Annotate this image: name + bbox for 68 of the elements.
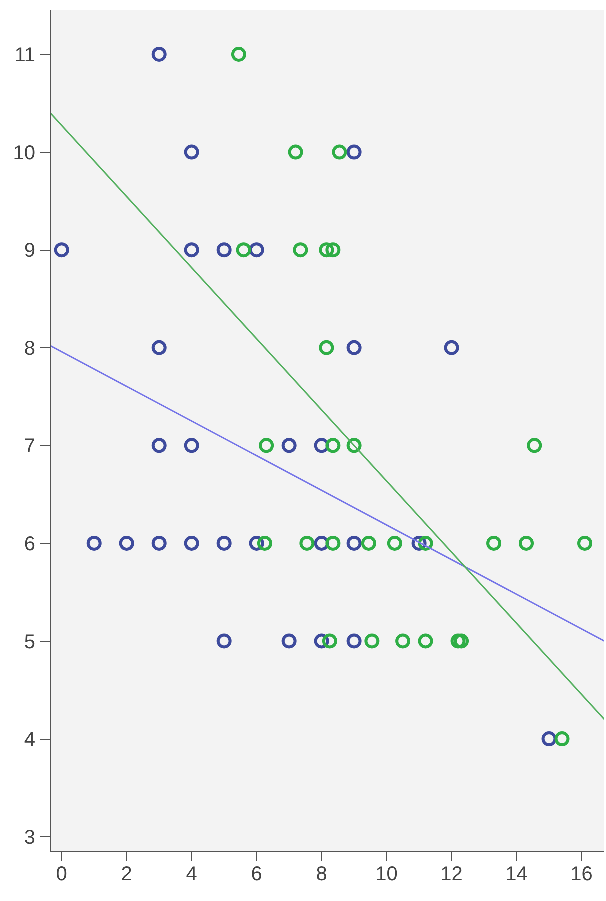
x-tick-label: 8: [316, 864, 328, 886]
point: [319, 242, 334, 258]
point: [300, 536, 315, 551]
point: [418, 634, 434, 649]
point: [527, 438, 542, 454]
point: [578, 536, 593, 551]
y-tick-label: 4: [24, 729, 36, 752]
point: [319, 340, 334, 356]
point: [184, 536, 200, 551]
point: [152, 340, 167, 356]
point: [418, 536, 434, 551]
y-tick-label: 3: [24, 826, 36, 849]
point: [282, 438, 297, 454]
point: [216, 634, 232, 649]
x-tick-label: 10: [376, 864, 398, 886]
x-tick-label: 16: [570, 864, 593, 886]
x-tick-label: 14: [506, 864, 528, 886]
point: [184, 144, 200, 160]
y-tick-label: 10: [13, 142, 36, 164]
point: [216, 242, 232, 258]
point: [293, 242, 308, 258]
point: [326, 438, 341, 454]
point: [332, 144, 348, 160]
point: [326, 242, 341, 258]
point: [346, 536, 362, 551]
point: [231, 47, 246, 62]
point: [322, 634, 338, 649]
y-tick-label: 9: [24, 240, 36, 262]
point: [346, 634, 362, 649]
y-tick-label: 7: [24, 436, 36, 458]
x-tick-label: 0: [56, 864, 68, 886]
point: [346, 438, 362, 454]
point: [216, 536, 232, 551]
y-tick-label: 6: [24, 533, 36, 556]
point: [554, 732, 570, 747]
point: [454, 634, 470, 649]
point: [387, 536, 402, 551]
point: [282, 634, 297, 649]
point: [519, 536, 534, 551]
point: [288, 144, 304, 160]
point: [184, 242, 200, 258]
point: [86, 536, 102, 551]
point: [361, 536, 376, 551]
x-tick-label: 6: [251, 864, 262, 886]
point: [396, 634, 411, 649]
point: [236, 242, 252, 258]
point: [54, 242, 70, 258]
point: [259, 438, 274, 454]
point: [152, 536, 167, 551]
point: [152, 47, 167, 62]
point: [152, 438, 167, 454]
point: [257, 536, 272, 551]
point: [486, 536, 502, 551]
point: [184, 438, 200, 454]
y-tick-label: 5: [24, 631, 36, 654]
point: [346, 340, 362, 356]
x-tick-label: 12: [440, 864, 463, 886]
x-tick-label: 2: [121, 864, 132, 886]
point: [364, 634, 380, 649]
point: [119, 536, 134, 551]
y-tick-label: 8: [24, 338, 36, 360]
point: [326, 536, 341, 551]
point: [444, 340, 460, 356]
x-tick-label: 4: [186, 864, 198, 886]
point: [450, 634, 466, 649]
point: [346, 144, 362, 160]
y-tick-label: 11: [14, 44, 36, 67]
point: [249, 242, 264, 258]
